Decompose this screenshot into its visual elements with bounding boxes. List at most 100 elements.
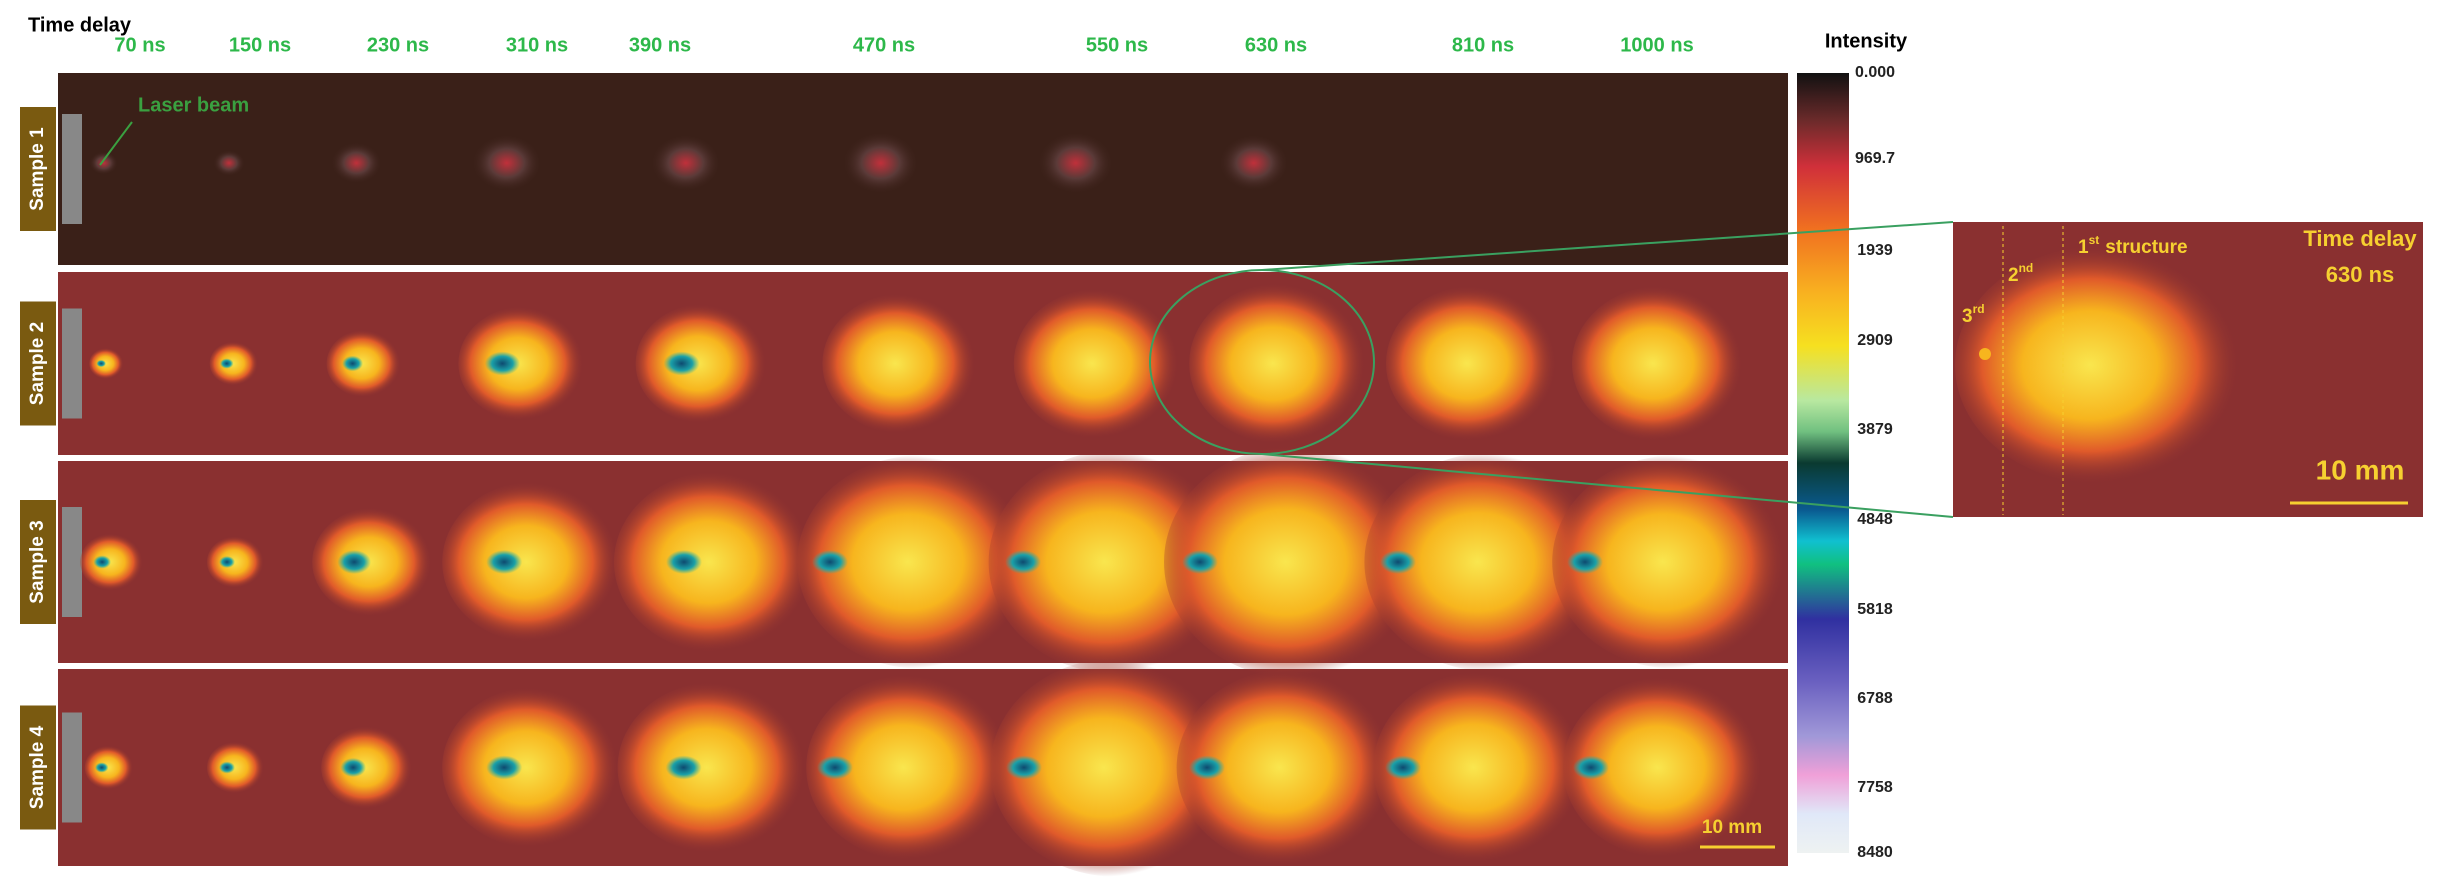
plume <box>822 293 985 434</box>
plume <box>458 306 591 421</box>
delay-label: 310 ns <box>506 34 568 56</box>
plume <box>442 686 629 849</box>
delay-label: 630 ns <box>1245 34 1307 56</box>
second-label: 2nd <box>2008 261 2033 286</box>
delay-label: 810 ns <box>1452 34 1514 56</box>
plume <box>990 658 1243 877</box>
plume <box>326 329 405 398</box>
delay-label: 390 ns <box>629 34 691 56</box>
plume-core <box>1567 550 1603 574</box>
sample-tag <box>20 705 56 830</box>
plume-core <box>340 757 367 778</box>
plume-core <box>663 351 700 376</box>
delay-label: 150 ns <box>229 34 291 56</box>
text: structure <box>2105 237 2187 258</box>
plume <box>312 507 439 617</box>
plume <box>1364 452 1617 672</box>
plume-core <box>219 358 234 369</box>
plume-core <box>1573 755 1609 780</box>
annotation: Laser beam <box>138 94 249 116</box>
plume <box>1013 288 1188 439</box>
delay-label: 230 ns <box>367 34 429 56</box>
colorbar-tick: 5818 <box>1857 601 1893 618</box>
plume <box>84 745 136 790</box>
plume-core <box>666 550 702 574</box>
sample-label: Sample 3 <box>27 520 48 603</box>
delay-label: 470 ns <box>853 34 915 56</box>
plume <box>1386 285 1566 442</box>
inset: 3rd 2nd 1st structure Time delay 630 ns 1… <box>1953 222 2423 517</box>
plume-core <box>93 555 111 569</box>
plume-core <box>1380 550 1416 574</box>
plume-core <box>1006 755 1042 780</box>
plume-core <box>94 762 109 773</box>
colorbar-tick: 2909 <box>1857 332 1893 349</box>
plume-core <box>484 351 520 376</box>
annotation-arrow <box>99 121 133 166</box>
connector <box>1261 221 1954 271</box>
colorbar-tick: 0.000 <box>1855 64 1895 81</box>
colorbar-tick: 8480 <box>1857 844 1893 861</box>
plume <box>1176 668 1405 867</box>
plume <box>806 673 1023 862</box>
row-bg <box>58 73 1788 265</box>
plume-core <box>337 550 372 574</box>
first-label: 1st structure <box>2078 233 2188 258</box>
sup: rd <box>1973 302 1985 316</box>
panels <box>58 73 1799 877</box>
sup: nd <box>2019 261 2034 275</box>
sample-tag <box>20 500 56 624</box>
colorbar-title: Intensity <box>1825 30 1908 52</box>
plume-core <box>817 755 853 780</box>
plume-core <box>812 550 848 574</box>
delay-label: 70 ns <box>114 34 165 56</box>
plume <box>635 303 774 424</box>
delay-label: 550 ns <box>1086 34 1148 56</box>
inset-dot <box>1979 348 1991 360</box>
plume-core <box>342 355 363 372</box>
plume <box>207 741 267 794</box>
plume <box>1373 671 1596 864</box>
plume-core <box>486 550 523 574</box>
inset-plume <box>1955 245 2255 485</box>
plume <box>89 347 126 380</box>
plume <box>1037 131 1114 195</box>
num: 1 <box>2078 237 2089 258</box>
plume <box>1572 285 1752 442</box>
plume <box>1552 455 1799 669</box>
sample-tag <box>20 301 56 426</box>
sup: st <box>2089 233 2100 247</box>
sample-label: Sample 2 <box>27 322 48 405</box>
time-delay-label: Time delay <box>28 14 132 36</box>
colorbar-tick: 3879 <box>1857 421 1893 438</box>
plume-core <box>1385 755 1421 780</box>
target <box>62 712 82 823</box>
colorbar-tick: 969.7 <box>1855 150 1895 167</box>
plume <box>614 471 824 653</box>
plume-core <box>96 359 106 368</box>
plume <box>797 455 1044 669</box>
sample-tag <box>20 107 56 231</box>
plume-core <box>219 761 235 774</box>
colorbar-tick: 1939 <box>1857 242 1893 259</box>
plume <box>1218 134 1290 192</box>
colorbar-tick: 4848 <box>1857 511 1893 528</box>
plume <box>617 681 816 854</box>
plume-core <box>665 755 702 780</box>
plume <box>1189 282 1376 445</box>
plume <box>1563 676 1773 859</box>
third-label: 3rd <box>1962 302 1985 327</box>
inset-time: Time delay <box>2303 226 2417 251</box>
sample-label: Sample 1 <box>27 127 48 211</box>
sample-label: Sample 4 <box>27 725 48 809</box>
plume <box>842 131 919 195</box>
target <box>62 308 82 419</box>
plume-core <box>1189 755 1225 780</box>
colorbar <box>1797 73 1849 853</box>
plume <box>209 341 261 386</box>
connector <box>1261 453 1954 518</box>
colorbar-tick: 7758 <box>1857 779 1893 796</box>
plume <box>207 536 267 588</box>
plume <box>330 142 382 184</box>
